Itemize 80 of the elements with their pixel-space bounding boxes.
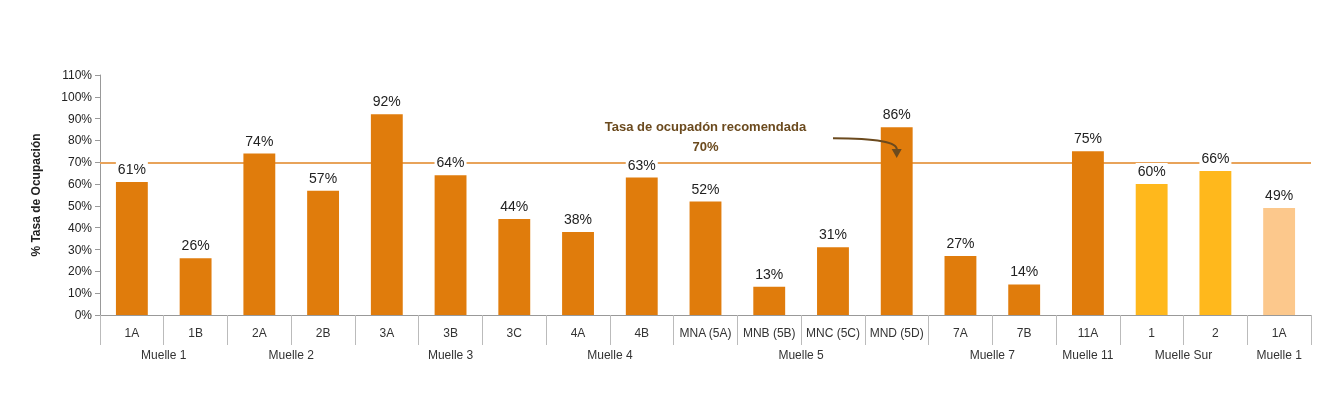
bar	[434, 175, 467, 315]
data-label: 49%	[1265, 187, 1294, 204]
y-tick-label: 80%	[67, 133, 93, 148]
bar	[179, 258, 212, 315]
x-tick-label: 4A	[570, 326, 586, 340]
x-tick-label: 11A	[1077, 326, 1099, 340]
y-tick-label: 10%	[67, 286, 93, 301]
data-label: 14%	[1010, 263, 1039, 280]
text: Muelle 3	[427, 348, 474, 362]
x-tick-label: 7B	[1016, 326, 1032, 340]
data-label: 57%	[309, 169, 338, 186]
y-tick-label: 40%	[67, 220, 93, 235]
data-label: 38%	[564, 211, 593, 228]
bar	[562, 232, 594, 315]
bar	[370, 114, 403, 315]
x-tick-label: 2B	[315, 326, 331, 340]
text: Muelle 1	[1256, 348, 1303, 362]
bar	[498, 219, 531, 315]
x-tick-label: 7A	[953, 326, 968, 340]
data-label: 86%	[882, 106, 911, 123]
y-axis-title: % Tasa de Ocupación	[29, 133, 43, 257]
data-label: 52%	[691, 180, 720, 197]
bar	[307, 190, 340, 315]
x-tick-label: 2A	[252, 326, 267, 340]
text: Muelle 1	[141, 348, 187, 362]
y-tick-label: 20%	[67, 264, 93, 279]
x-tick-label: MNA (5A)	[679, 326, 732, 340]
data-label: 74%	[245, 132, 274, 149]
data-label: 92%	[372, 93, 401, 110]
bar	[243, 153, 276, 315]
data-label: 63%	[627, 156, 656, 173]
y-tick-label: 50%	[67, 198, 93, 213]
text: Muelle Sur	[1154, 348, 1213, 362]
text: Muelle 5	[778, 348, 825, 362]
bar	[880, 127, 913, 315]
bar	[1135, 184, 1168, 315]
bar	[753, 286, 786, 315]
data-label: 26%	[181, 237, 210, 254]
x-tick-label: 1B	[188, 326, 203, 340]
text: Muelle 2	[268, 348, 315, 362]
y-tick-label: 70%	[67, 155, 93, 170]
data-label: 44%	[500, 198, 529, 214]
y-tick-label: 100%	[61, 89, 93, 104]
bar	[115, 181, 148, 315]
y-tick-label: 90%	[67, 111, 93, 126]
x-tick-label: 2	[1212, 326, 1220, 340]
x-tick-label: 3A	[379, 326, 395, 340]
bar	[817, 247, 849, 315]
bar	[1263, 208, 1296, 315]
x-tick-label: MNB (5B)	[742, 326, 796, 340]
bar	[689, 201, 722, 315]
x-tick-label: 4B	[634, 326, 650, 340]
y-tick-label: 110%	[62, 68, 93, 82]
y-tick-label: 30%	[67, 242, 93, 257]
text: Muelle 4	[587, 348, 633, 362]
x-tick-label: MND (5D)	[869, 326, 924, 340]
x-tick-label: 1A	[1271, 326, 1287, 340]
x-tick-label: 3C	[506, 326, 523, 340]
text: Muelle 11	[1062, 348, 1114, 362]
text: Muelle 7	[969, 348, 1016, 362]
data-label: 61%	[117, 160, 146, 177]
ref-line-label: Tasa de ocupadón recomendada 70%	[604, 118, 807, 154]
data-label: 66%	[1201, 150, 1230, 166]
bar	[1199, 171, 1232, 315]
x-tick-label: 3B	[443, 326, 458, 340]
x-tick-label: MNC (5C)	[805, 326, 860, 340]
data-label: 64%	[436, 154, 465, 171]
bar	[944, 256, 977, 315]
x-tick-label: 1	[1148, 326, 1156, 340]
data-label: 13%	[755, 265, 784, 282]
bar	[1008, 284, 1041, 315]
data-label: 75%	[1073, 130, 1102, 147]
data-label: 60%	[1137, 163, 1166, 180]
bar	[1071, 151, 1104, 315]
data-label: 27%	[946, 235, 975, 252]
y-tick-label: 60%	[67, 177, 93, 192]
data-label: 31%	[818, 226, 847, 243]
y-tick-label: 0%	[74, 308, 93, 322]
x-tick-label: 1A	[124, 326, 140, 340]
bar	[625, 177, 658, 315]
